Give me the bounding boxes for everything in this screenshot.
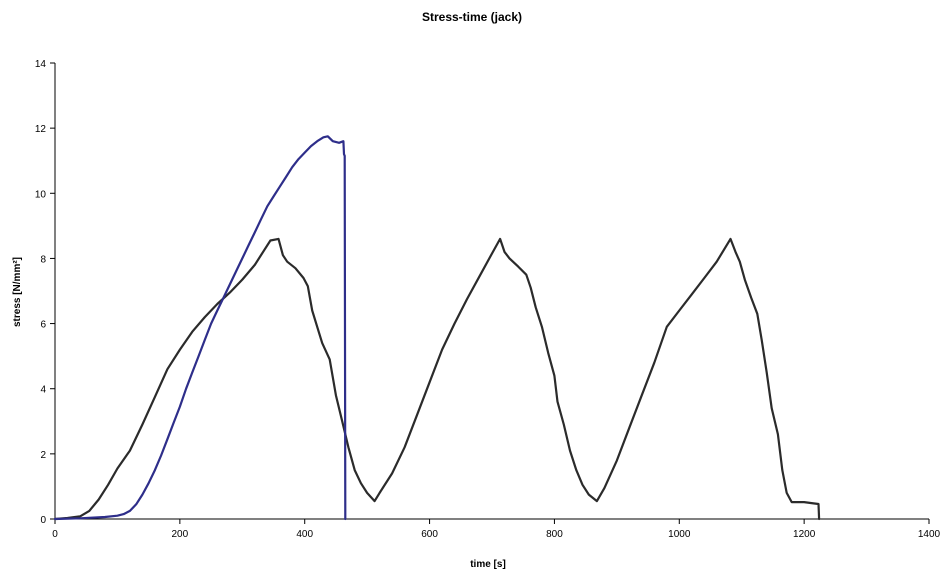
x-axis-label: time [s] xyxy=(470,559,506,570)
x-tick-label: 1200 xyxy=(793,529,816,540)
y-tick-label: 4 xyxy=(40,385,46,396)
x-tick-label: 400 xyxy=(296,529,313,540)
series-line-2 xyxy=(53,135,347,521)
y-tick-label: 14 xyxy=(35,59,47,70)
x-tick-label: 800 xyxy=(546,529,563,540)
y-tick-label: 12 xyxy=(35,124,47,135)
y-axis-ticks: 0 2 4 6 8 10 12 14 xyxy=(35,59,55,526)
x-tick-label: 0 xyxy=(52,529,58,540)
series-line-1 xyxy=(53,237,821,521)
y-tick-label: 2 xyxy=(40,450,46,461)
y-tick-label: 6 xyxy=(40,320,46,331)
series-layer xyxy=(53,135,821,521)
x-tick-label: 1400 xyxy=(918,529,941,540)
x-axis-ticks: 0 200 400 600 800 1000 1200 1400 xyxy=(52,519,941,540)
y-tick-label: 8 xyxy=(40,254,46,265)
x-tick-label: 200 xyxy=(172,529,189,540)
y-tick-label: 0 xyxy=(40,515,46,526)
x-tick-label: 1000 xyxy=(668,529,691,540)
y-tick-label: 10 xyxy=(35,189,47,200)
plot-area xyxy=(55,63,929,519)
y-axis-label: stress [N/mm²] xyxy=(12,257,23,327)
chart-title: Stress-time (jack) xyxy=(422,10,522,24)
x-tick-label: 600 xyxy=(421,529,438,540)
